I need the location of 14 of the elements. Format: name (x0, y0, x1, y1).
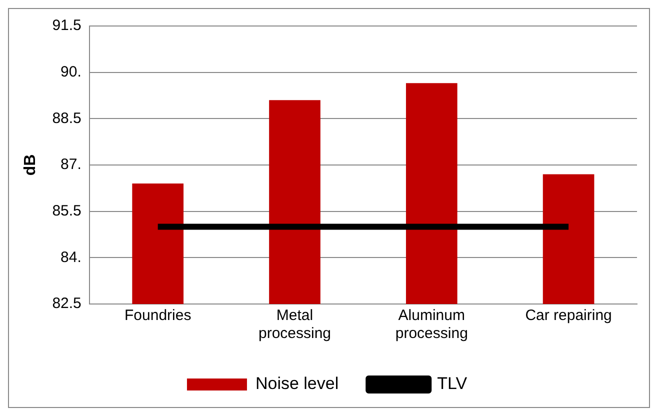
y-tick-label: 87. (60, 156, 82, 174)
y-tick-label: 88.5 (52, 110, 82, 127)
y-tick-label: 85.5 (52, 202, 82, 220)
y-axis-title: dB (22, 154, 40, 176)
x-tick-label: Aluminum processing (395, 307, 468, 342)
y-tick-label: 91.5 (52, 17, 82, 34)
legend-label: TLV (437, 374, 468, 394)
legend-label: Noise level (255, 374, 339, 394)
x-tick-label: Metal processing (258, 307, 332, 342)
x-tick-label: Foundries (124, 307, 192, 324)
x-tick-label: Car repairing (525, 307, 612, 324)
y-tick-label: 82.5 (52, 295, 82, 312)
y-tick-label: 84. (60, 248, 82, 266)
y-tick-label: 90. (60, 63, 82, 80)
